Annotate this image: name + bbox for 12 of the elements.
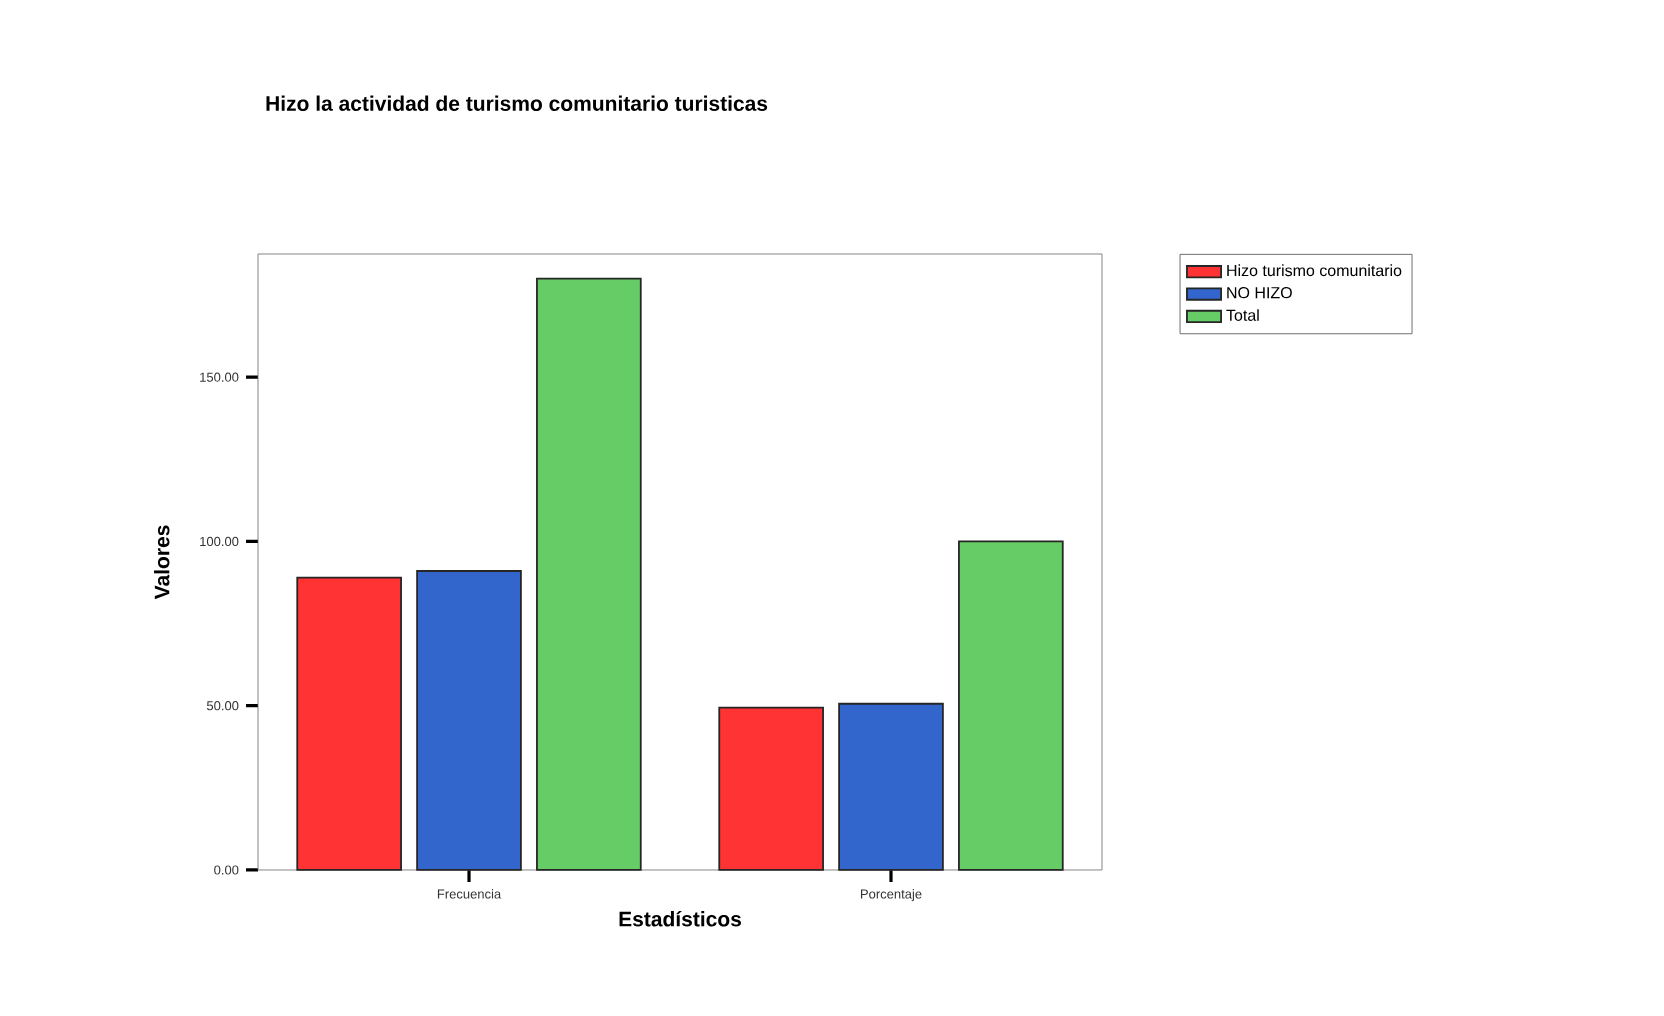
bar (958, 540, 1064, 871)
x-axis-title: Estadísticos (619, 910, 741, 927)
bar (838, 702, 944, 871)
bar (296, 576, 402, 871)
legend-label: NO HIZO (1227, 286, 1292, 299)
chart-title: Hizo la actividad de turismo comunitario turisticas (266, 95, 768, 111)
bar (416, 570, 522, 871)
y-axis-title: Valores (154, 525, 170, 600)
bar (536, 277, 642, 871)
legend-label: Total (1226, 309, 1259, 321)
bar (718, 706, 824, 871)
legend-label: Hizo turismo comunitario (1227, 264, 1402, 277)
